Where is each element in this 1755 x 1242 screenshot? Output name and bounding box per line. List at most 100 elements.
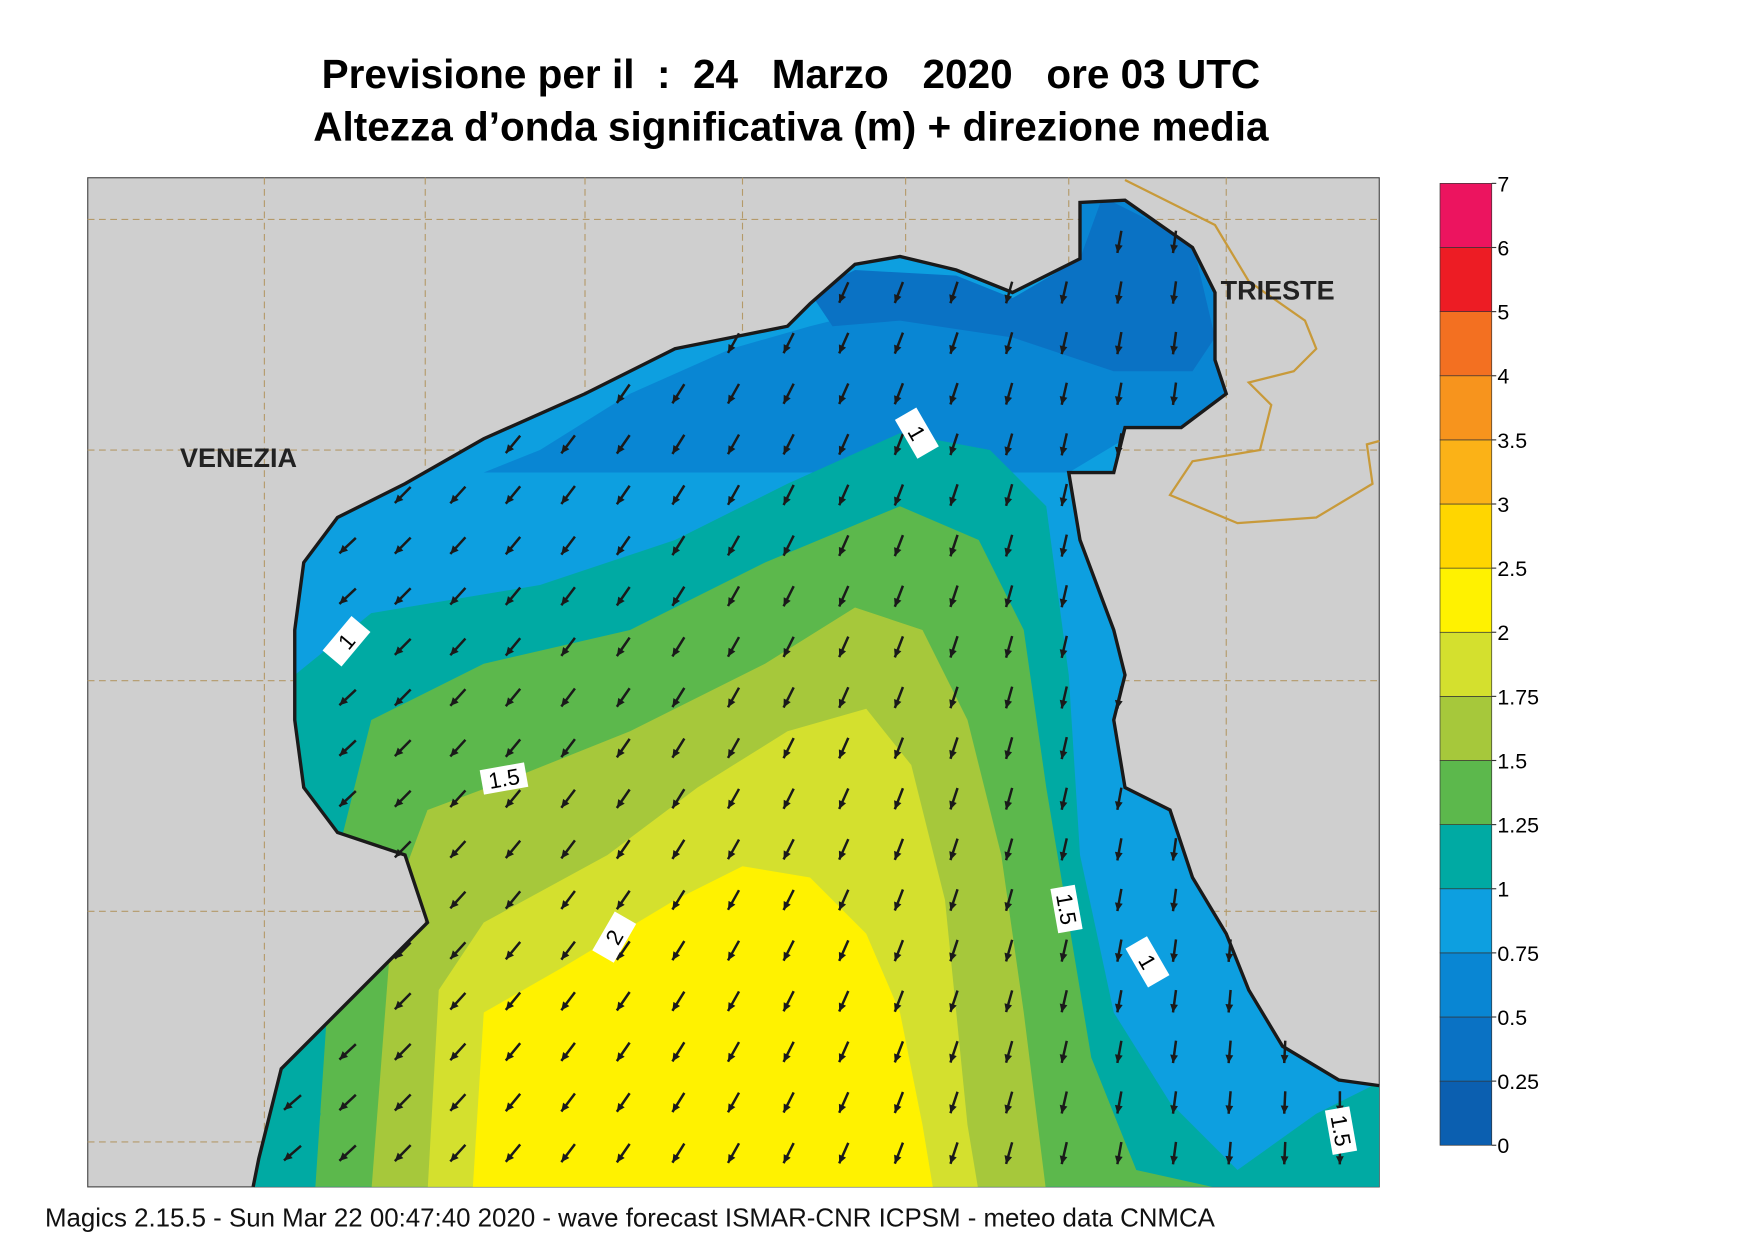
arrow-head [505, 899, 514, 909]
arrow-head [450, 697, 459, 706]
label-box [1324, 1106, 1358, 1155]
arrow-head [838, 1053, 847, 1063]
arrow-head [949, 699, 957, 709]
arrow-head [1004, 1053, 1013, 1063]
arrow-head [672, 1153, 681, 1163]
arrow-head [394, 1051, 404, 1060]
arrow-head [1004, 1003, 1013, 1013]
arrow-head [1170, 1054, 1178, 1064]
arrow-head [561, 545, 570, 555]
arrow-head [450, 595, 459, 605]
arrow-head [894, 445, 902, 455]
arrow-head [561, 900, 570, 909]
arrow-head [838, 698, 847, 708]
arrow-head [949, 648, 957, 658]
arrow-head [949, 800, 957, 810]
arrow-head [1004, 547, 1013, 557]
arrow-head [1004, 699, 1013, 709]
colorbar-label: 0.75 [1497, 942, 1539, 966]
arrow-head [949, 901, 957, 911]
arrow-head [894, 1053, 902, 1063]
arrow-head [450, 950, 459, 959]
arrow-head [1114, 699, 1123, 709]
arrow-head [1059, 800, 1068, 810]
arrow-head [727, 900, 736, 910]
label-box [322, 616, 371, 667]
title: Previsione per il : 24 Marzo 2020 ore 03… [322, 51, 1261, 97]
arrow-head [1170, 953, 1178, 962]
label-box [1050, 884, 1083, 934]
arrow-head [505, 748, 514, 757]
arrow-head [339, 696, 349, 706]
arrow-head [672, 1001, 681, 1011]
arrow-head [894, 850, 902, 860]
arrow-head [727, 343, 736, 353]
arrow-head [450, 899, 459, 909]
arrow-head [1114, 244, 1123, 253]
arrow-head [1114, 446, 1123, 456]
arrow-head [727, 1153, 736, 1163]
arrow-head [1114, 801, 1123, 810]
arrow-head [616, 1153, 625, 1163]
arrow-head [949, 547, 957, 557]
arrow-head [1004, 446, 1013, 456]
arrow-head [894, 749, 902, 759]
arrow-head [1225, 1105, 1234, 1114]
arrow-head [616, 647, 625, 657]
colorbar-band [1439, 1080, 1493, 1146]
arrow-head [1114, 851, 1123, 861]
arrow-head [949, 496, 957, 506]
arrow-head [783, 546, 791, 556]
arrow-head [783, 344, 791, 354]
arrow-head [727, 394, 736, 404]
arrow-head [838, 395, 847, 405]
colorbar-band [1439, 311, 1493, 377]
arrow-head [394, 798, 404, 807]
arrow-head [783, 749, 791, 759]
arrow-head [1114, 1054, 1123, 1063]
arrow-head [1280, 1105, 1289, 1114]
arrow-head [838, 293, 847, 303]
arrow-head [561, 444, 570, 454]
footer: Magics 2.15.5 - Sun Mar 22 00:47:40 2020… [45, 1204, 1216, 1232]
arrow-head [783, 1103, 791, 1113]
label-box [894, 407, 939, 459]
contour-label: 1.5 [1324, 1106, 1358, 1155]
arrow-head [894, 1104, 902, 1113]
arrow-head [894, 395, 902, 405]
arrow-head [561, 647, 570, 656]
arrow-head [1225, 953, 1234, 962]
direction-arrows [283, 230, 1344, 1165]
wave-band [472, 866, 934, 1187]
arrow-head [672, 1052, 681, 1062]
arrow-head [838, 1002, 847, 1012]
arrow-head [505, 950, 514, 960]
arrow-head [1004, 750, 1013, 759]
arrow-head [505, 646, 514, 656]
arrow-head [949, 1154, 957, 1164]
arrow-head [727, 546, 736, 556]
arrow-head [505, 1051, 514, 1061]
arrow-head [394, 595, 404, 605]
colorbar-label: 2 [1497, 621, 1509, 645]
arrow-head [616, 495, 625, 505]
arrow-head [561, 1001, 570, 1011]
arrow-head [616, 1102, 625, 1112]
arrow-head [1059, 1104, 1068, 1114]
contour-label: 2 [592, 911, 637, 963]
arrow-head [727, 951, 736, 961]
arrow-head [1059, 294, 1068, 304]
arrow-head [561, 849, 570, 859]
colorbar-band [1439, 375, 1493, 441]
arrow-head [894, 547, 902, 557]
arrow-head [949, 851, 957, 861]
arrow-head [339, 798, 349, 807]
contour-label: 1.5 [1050, 884, 1083, 934]
arrow-head [894, 1154, 902, 1164]
arrow-head [505, 697, 514, 707]
colorbar-band [1439, 439, 1493, 505]
arrow-head [1059, 1155, 1068, 1165]
arrow-head [672, 698, 681, 708]
arrow-head [616, 697, 625, 707]
arrow-head [838, 800, 847, 810]
